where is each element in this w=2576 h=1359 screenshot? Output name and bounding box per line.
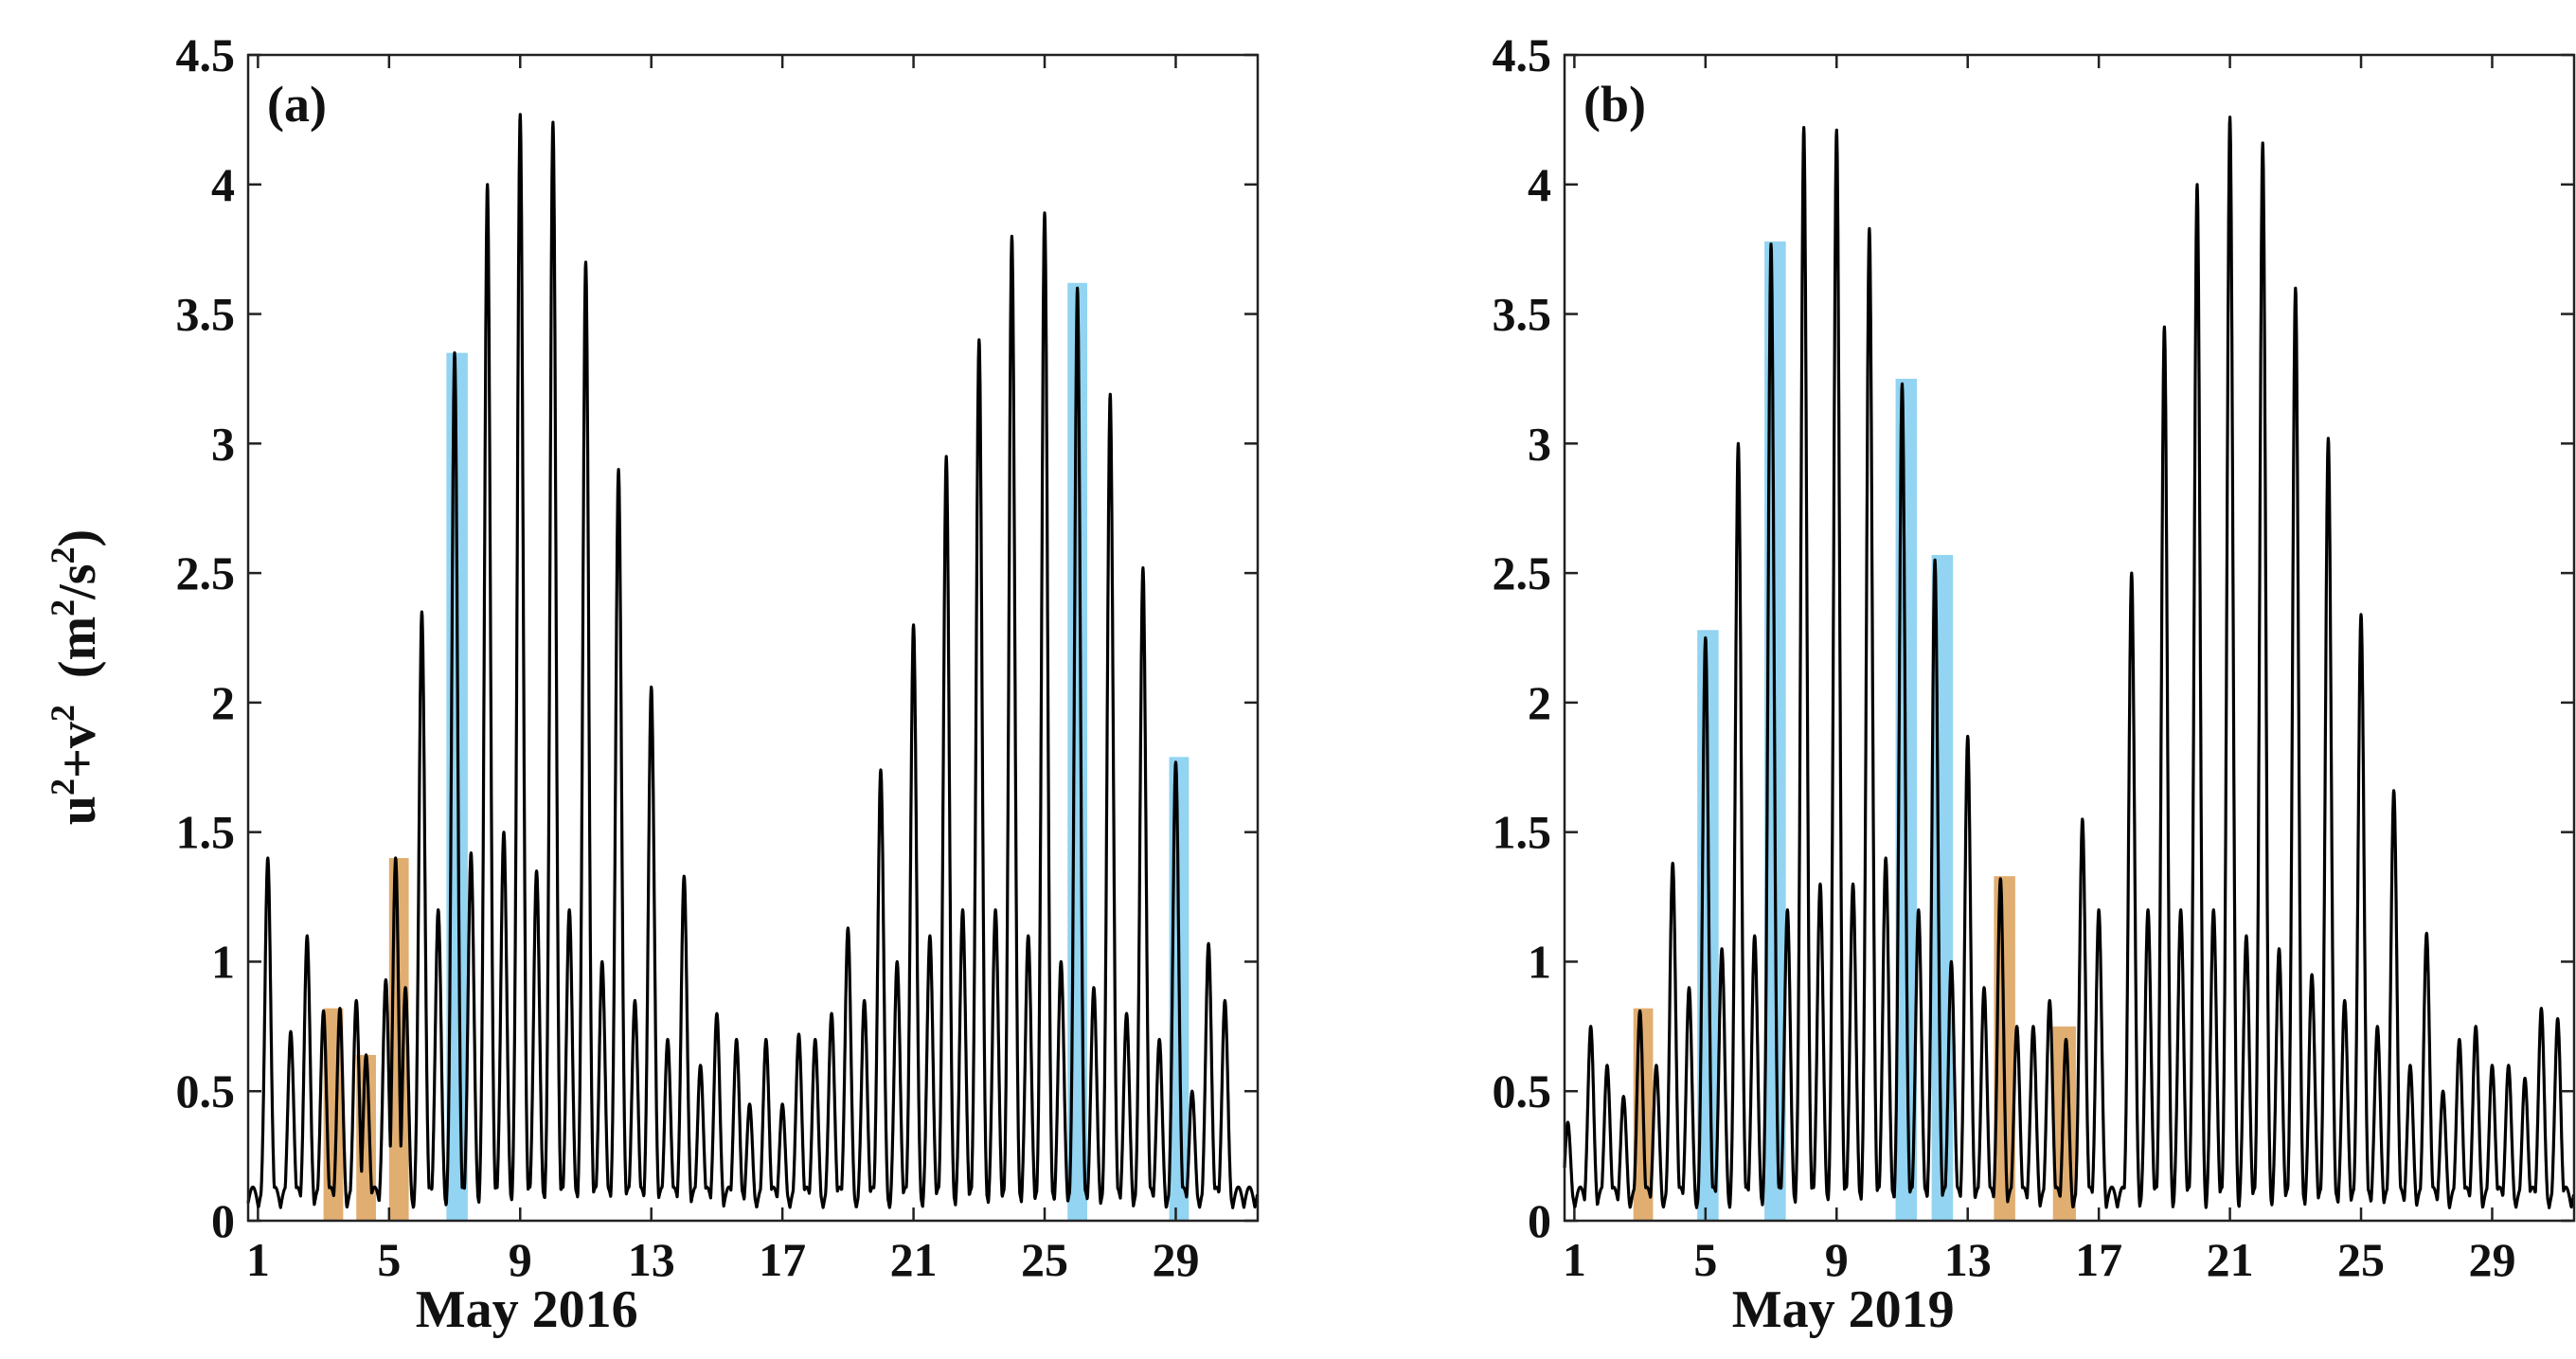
y-label-units-open: (m (48, 617, 107, 678)
panel-a-y-tick-label-4: 2 (211, 676, 235, 729)
panel-a-y-tick-label-0: 0 (211, 1194, 235, 1247)
panel-a-x-ticks: 1 5 9 13 17 21 25 29 (246, 55, 1199, 1286)
panel-a-y-tick-label-9: 4.5 (176, 28, 236, 81)
panel-a-x-tick-label-5: 21 (890, 1233, 938, 1286)
panel-a-y-tick-label-6: 3 (211, 417, 235, 470)
y-label-plus-v: +v (48, 722, 107, 778)
y-label-units-close: ) (48, 529, 107, 547)
panel-a-y-tick-label-1: 0.5 (176, 1064, 236, 1118)
panel-b-y-tick-label-9: 4.5 (1493, 28, 1552, 81)
panel-a-y-tick-label-2: 1 (211, 935, 235, 988)
panel-b-x-tick-label-6: 25 (2337, 1233, 2385, 1286)
panel-b-y-tick-label-0: 0 (1528, 1194, 1551, 1247)
panel-a-x-tick-label-7: 29 (1152, 1233, 1199, 1286)
panel-b-y-tick-label-1: 0.5 (1493, 1064, 1552, 1118)
panel-b-series-line (1563, 116, 2576, 1209)
panel-b-x-tick-label-5: 21 (2207, 1233, 2254, 1286)
panel-b-y-ticks: 0 0.5 1 1.5 2 2.5 3 3.5 4 4.5 (1493, 28, 2574, 1247)
panel-b-x-tick-label-0: 1 (1563, 1233, 1586, 1286)
panel-b-y-tick-label-5: 2.5 (1493, 546, 1552, 599)
panel-b-x-tick-label-1: 5 (1693, 1233, 1717, 1286)
panel-a-x-tick-label-6: 25 (1021, 1233, 1068, 1286)
panel-b-y-tick-label-7: 3.5 (1493, 288, 1552, 341)
y-label-units-mid: /s (48, 563, 107, 599)
panel-b-y-tick-label-8: 4 (1528, 158, 1551, 211)
y-label-units-sup2: 2 (44, 546, 81, 563)
panel-b-x-tick-label-3: 13 (1944, 1233, 1992, 1286)
y-label-sup2: 2 (44, 705, 81, 722)
y-label-sup1: 2 (44, 778, 81, 796)
y-axis-label: u2+v2(m2/s2) (44, 529, 107, 825)
panel-a-x-tick-label-1: 5 (377, 1233, 401, 1286)
panel-a-y-tick-label-7: 3.5 (176, 288, 236, 341)
panel-b-x-tick-label-4: 17 (2075, 1233, 2122, 1286)
panel-b-tag: (b) (1583, 76, 1646, 133)
panel-a-series-line (246, 113, 1260, 1209)
panel-a-chart: 0 0.5 1 1.5 2 2.5 3 3.5 4 4.5 1 5 9 13 17 21 25 29 (a) M… (176, 28, 1260, 1339)
panel-b-y-tick-label-4: 2 (1528, 676, 1551, 729)
panel-a-y-ticks: 0 0.5 1 1.5 2 2.5 3 3.5 4 4.5 (176, 28, 1258, 1247)
panel-a-y-tick-label-3: 1.5 (176, 806, 236, 859)
panel-b-y-tick-label-3: 1.5 (1493, 806, 1552, 859)
panel-b-y-tick-label-2: 1 (1528, 935, 1551, 988)
panel-a-x-tick-label-4: 17 (759, 1233, 806, 1286)
panel-b-x-tick-label-2: 9 (1825, 1233, 1849, 1286)
panel-a-x-tick-label-2: 9 (509, 1233, 532, 1286)
panel-b-y-tick-label-6: 3 (1528, 417, 1551, 470)
panel-a-y-tick-label-5: 2.5 (176, 546, 236, 599)
y-label-u: u (48, 796, 107, 825)
panel-a-x-tick-label-3: 13 (628, 1233, 675, 1286)
y-label-units-sup1: 2 (44, 599, 81, 617)
panel-b-spring-highlight-4 (1931, 554, 1954, 1221)
panel-a-tag: (a) (267, 76, 327, 133)
panel-b-chart: 0 0.5 1 1.5 2 2.5 3 3.5 4 4.5 1 5 9 13 17 21 25 29 (b) M… (1493, 28, 2576, 1339)
panel-b-x-ticks: 1 5 9 13 17 21 25 29 (1563, 55, 2515, 1286)
panel-a-x-axis-label: May 2016 (416, 1280, 638, 1339)
panel-b-x-axis-label: May 2019 (1732, 1280, 1955, 1339)
panel-b-x-tick-label-7: 29 (2468, 1233, 2515, 1286)
panel-a-x-tick-label-0: 1 (246, 1233, 270, 1286)
panel-b-axes-frame (1563, 53, 2576, 1223)
panel-a-axes-frame (246, 53, 1260, 1223)
panel-a-y-tick-label-8: 4 (211, 158, 235, 211)
